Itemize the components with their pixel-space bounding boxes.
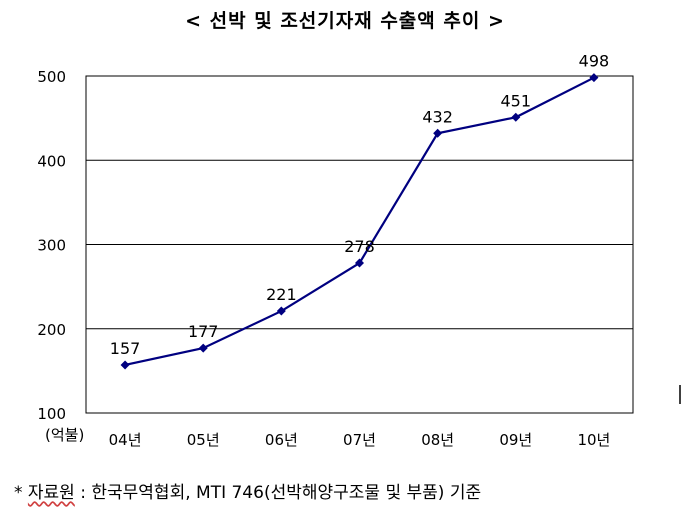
x-tick-label: 08년 <box>421 431 454 449</box>
data-point <box>355 258 364 268</box>
chart-title: < 선박 및 조선기자재 수출액 추이 > <box>185 10 505 32</box>
data-point <box>433 128 443 138</box>
y-axis-label: (억불) <box>45 426 84 444</box>
x-tick-label: 04년 <box>109 431 142 449</box>
x-tick-label: 06년 <box>265 431 298 449</box>
x-tick-label: 10년 <box>577 431 610 449</box>
gridlines <box>86 159 633 330</box>
footnote-separator: : <box>80 483 86 503</box>
data-point <box>120 360 130 370</box>
y-tick-label: 500 <box>37 68 66 86</box>
data-label: 451 <box>501 91 532 110</box>
x-tick-label: 07년 <box>343 431 376 449</box>
footnote-source-label: 자료원 <box>27 483 75 503</box>
footnote-bullet: * <box>14 483 23 503</box>
data-labels: 157 177 221 278 432 451 498 <box>110 52 609 358</box>
y-tick-label: 100 <box>37 405 66 423</box>
x-axis-tick-labels: 04년 05년 06년 07년 08년 09년 10년 <box>109 431 611 449</box>
x-tick-label: 09년 <box>499 431 532 449</box>
y-axis-tick-labels: 100 200 300 400 500 <box>37 68 66 423</box>
y-tick-label: 200 <box>37 321 66 339</box>
y-tick-label: 300 <box>37 237 66 255</box>
data-point <box>276 306 286 316</box>
line-chart: 100 200 300 400 500 (억불) 04년 05년 06년 07년 08년 09년 1… <box>37 52 681 449</box>
data-label: 498 <box>579 52 610 71</box>
data-label: 177 <box>188 322 219 341</box>
data-label: 278 <box>344 237 375 256</box>
data-points <box>120 73 599 370</box>
data-point <box>589 73 599 83</box>
data-point <box>511 112 521 122</box>
footnote-text: 한국무역협회, MTI 746(선박해양구조물 및 부품) 기준 <box>91 483 482 503</box>
plot-area-frame <box>85 75 634 414</box>
x-tick-label: 05년 <box>187 431 220 449</box>
footnote: * 자료원 : 한국무역협회, MTI 746(선박해양구조물 및 부품) 기준 <box>14 478 481 503</box>
data-label: 221 <box>266 285 297 304</box>
data-label: 432 <box>422 107 453 126</box>
y-tick-label: 400 <box>37 152 66 170</box>
data-label: 157 <box>110 339 141 358</box>
data-point <box>198 343 208 353</box>
